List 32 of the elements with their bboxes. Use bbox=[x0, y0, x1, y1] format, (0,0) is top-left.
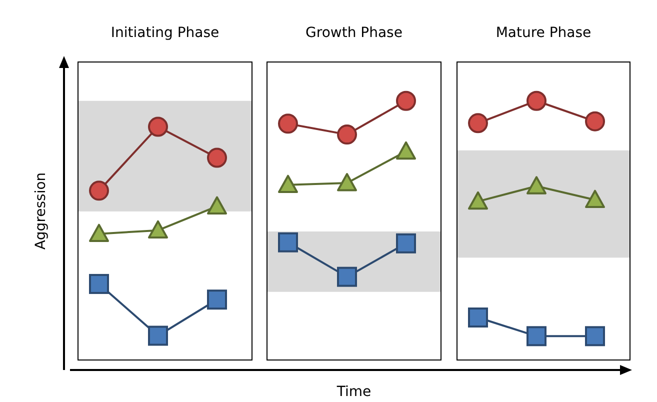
point bbox=[468, 191, 488, 210]
point bbox=[526, 176, 546, 194]
point bbox=[526, 326, 546, 346]
point bbox=[207, 196, 227, 214]
point bbox=[396, 90, 416, 111]
point bbox=[207, 290, 227, 310]
point bbox=[148, 326, 168, 346]
point bbox=[585, 111, 605, 132]
point bbox=[337, 173, 357, 192]
point bbox=[585, 326, 605, 346]
chart-title: Initiating Phase bbox=[110, 25, 220, 41]
point bbox=[89, 274, 109, 294]
point bbox=[396, 233, 416, 254]
point bbox=[148, 220, 168, 239]
point bbox=[526, 90, 546, 111]
point bbox=[207, 148, 227, 168]
point bbox=[278, 114, 298, 134]
chart-title: Mature Phase bbox=[496, 25, 592, 41]
point bbox=[337, 124, 357, 145]
point bbox=[278, 232, 298, 252]
point bbox=[89, 180, 109, 201]
point bbox=[278, 174, 298, 194]
y-axis-title: Aggression bbox=[33, 172, 49, 250]
chart-title: Growth Phase bbox=[306, 25, 402, 41]
point bbox=[468, 113, 488, 134]
point bbox=[89, 224, 109, 242]
point bbox=[396, 141, 416, 160]
point bbox=[585, 190, 605, 208]
x-axis-title: Time bbox=[336, 384, 372, 400]
point bbox=[468, 308, 488, 328]
point bbox=[337, 266, 357, 287]
point bbox=[148, 116, 168, 137]
